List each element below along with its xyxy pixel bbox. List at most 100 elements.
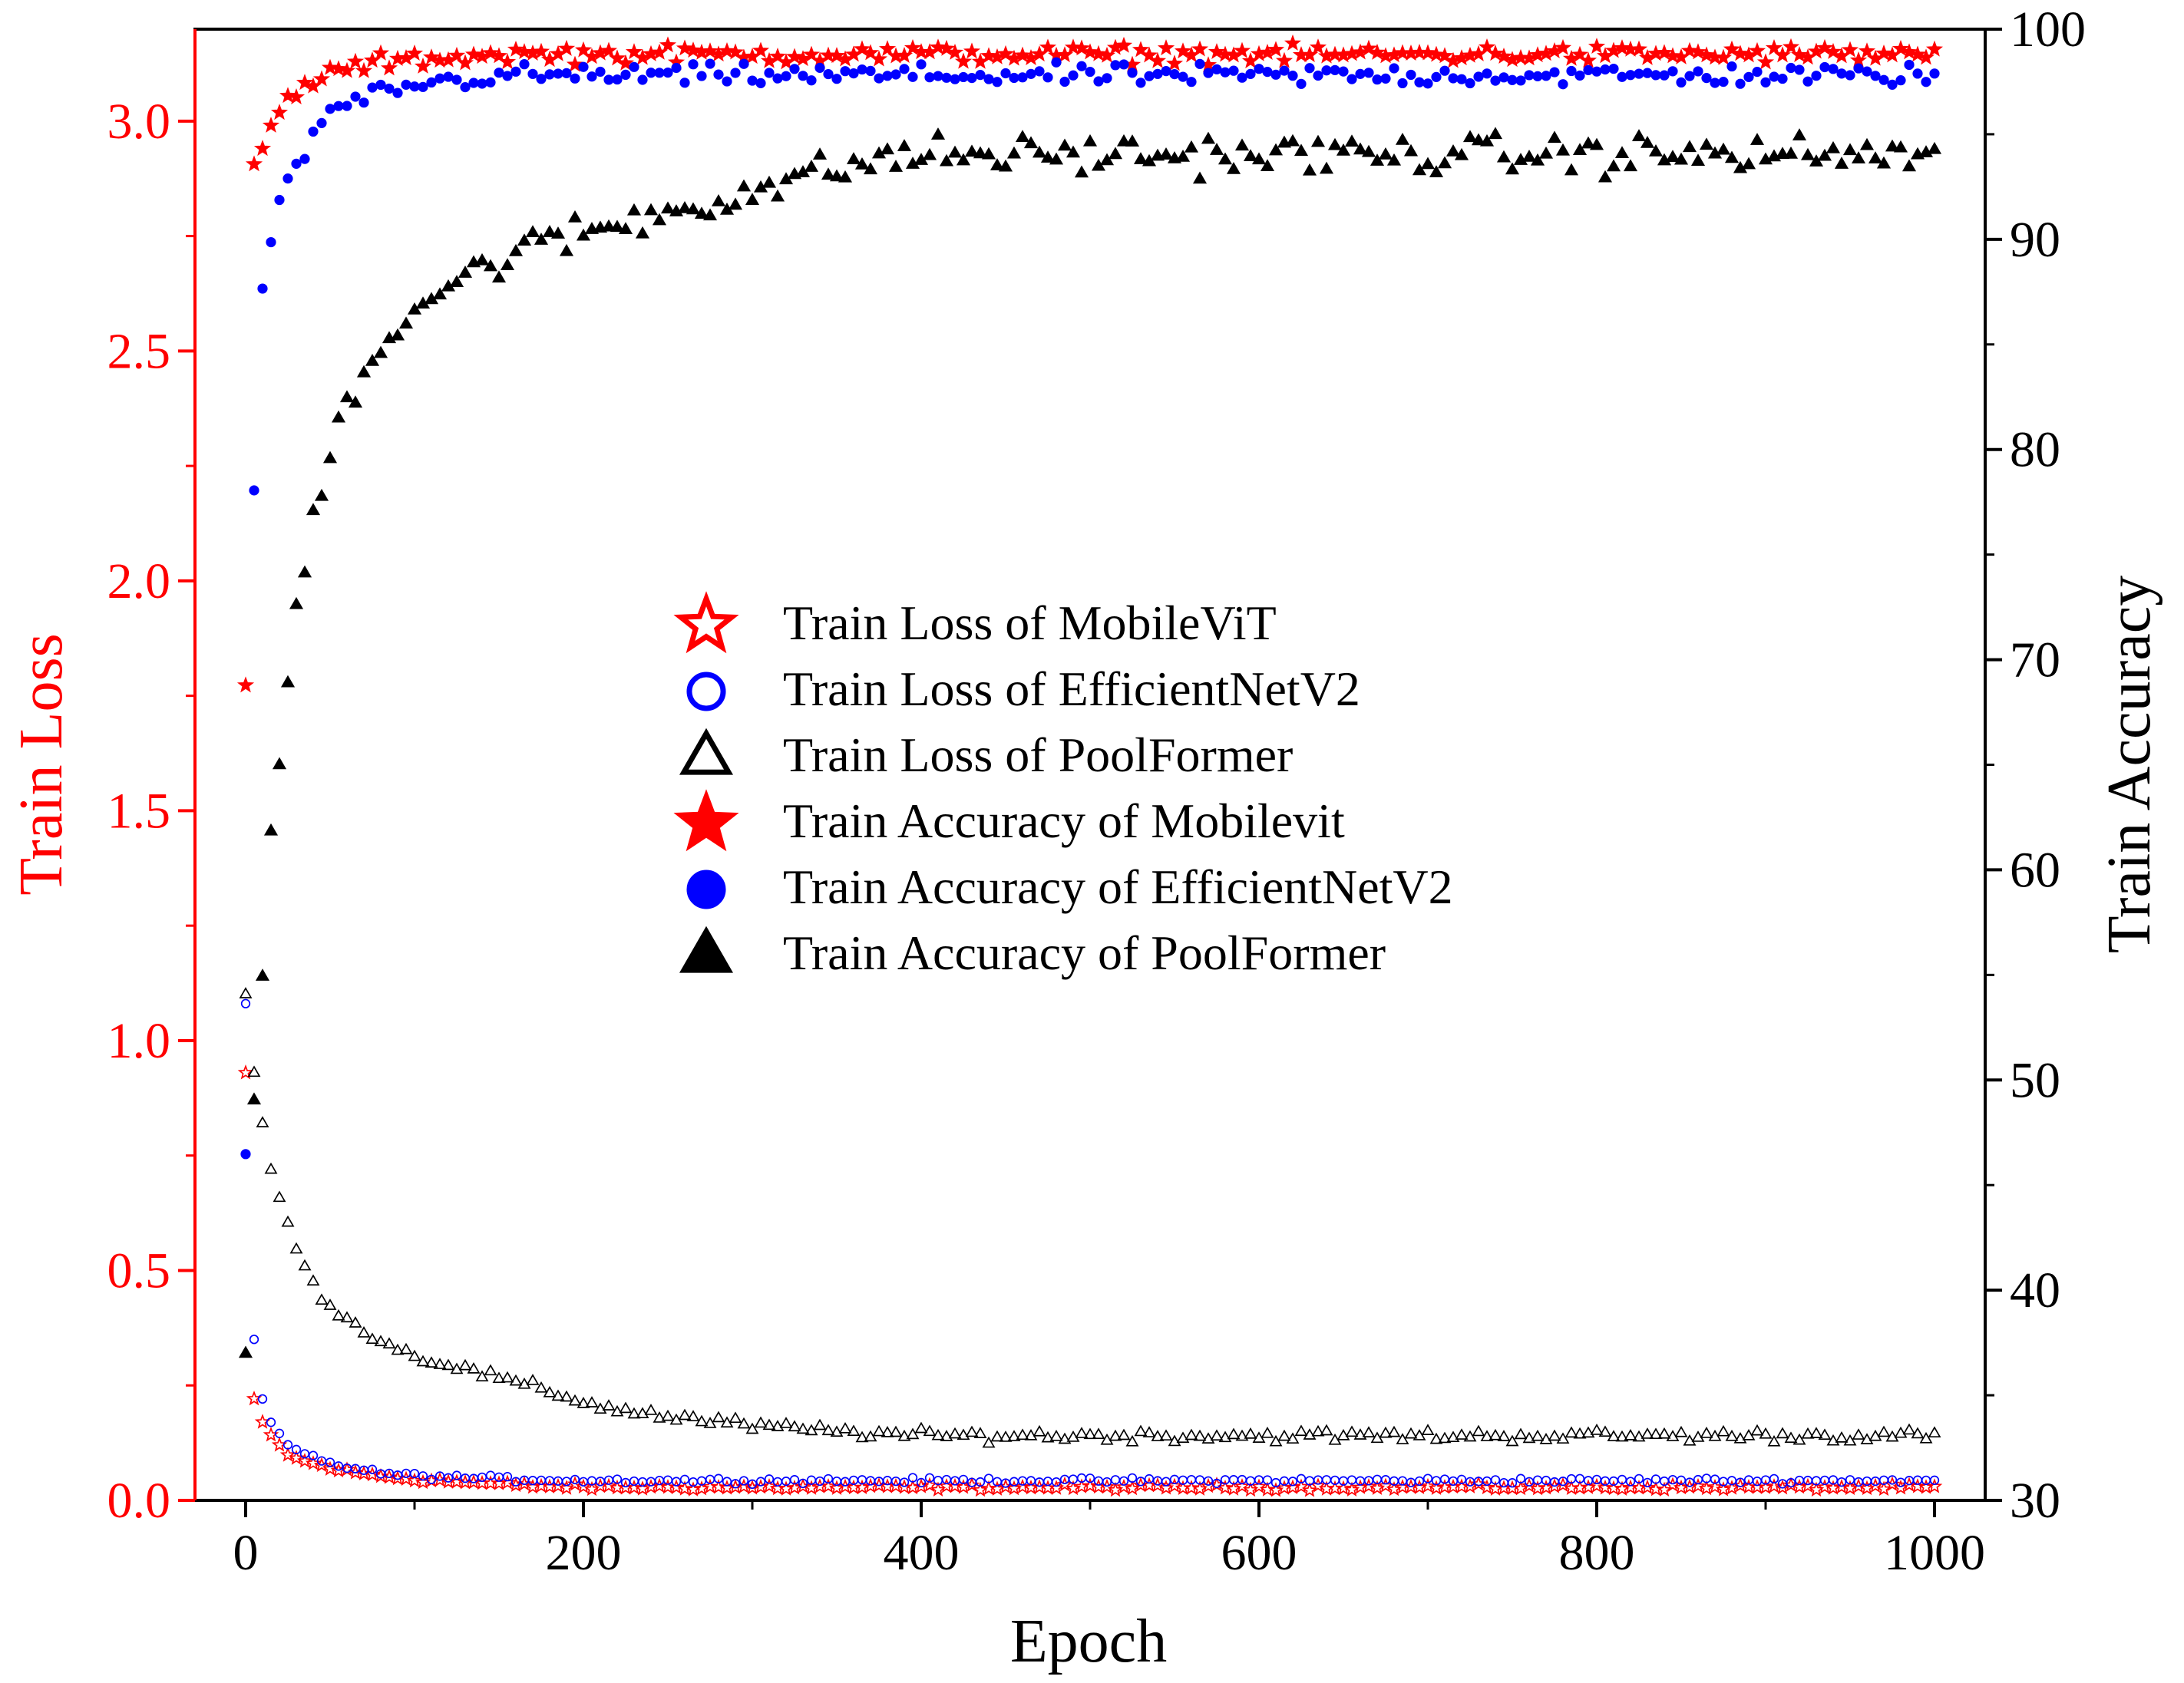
data-point bbox=[814, 1476, 825, 1487]
data-point bbox=[1816, 1479, 1833, 1494]
data-point bbox=[861, 44, 880, 61]
data-point bbox=[561, 1477, 572, 1487]
data-point bbox=[1659, 70, 1670, 81]
data-point bbox=[863, 162, 878, 175]
data-point bbox=[1074, 165, 1089, 178]
left-y-tick-label: 1.0 bbox=[107, 1013, 171, 1069]
data-point bbox=[729, 1411, 742, 1424]
data-point bbox=[806, 75, 817, 86]
data-point bbox=[1894, 1426, 1908, 1438]
data-point bbox=[643, 1479, 659, 1494]
data-point bbox=[1887, 79, 1898, 90]
data-point bbox=[1100, 1433, 1114, 1445]
data-point bbox=[1336, 144, 1351, 156]
data-point bbox=[982, 1436, 996, 1448]
data-point bbox=[1606, 159, 1621, 172]
data-point bbox=[1386, 153, 1402, 166]
data-point bbox=[1042, 72, 1053, 83]
data-point bbox=[1234, 1478, 1251, 1493]
data-point bbox=[1251, 1478, 1267, 1493]
data-point bbox=[1127, 1473, 1138, 1483]
data-point bbox=[608, 49, 626, 66]
data-point bbox=[1226, 162, 1241, 174]
data-point bbox=[882, 71, 893, 81]
data-point bbox=[490, 47, 508, 64]
data-point bbox=[508, 243, 524, 256]
data-point bbox=[297, 565, 312, 578]
data-point bbox=[676, 1480, 693, 1496]
data-point bbox=[1419, 44, 1437, 61]
data-point bbox=[762, 1418, 776, 1431]
data-point bbox=[460, 82, 471, 93]
data-point bbox=[1227, 1427, 1241, 1440]
data-point bbox=[1776, 1427, 1789, 1439]
data-point bbox=[916, 59, 927, 70]
data-point bbox=[906, 1427, 920, 1440]
data-point bbox=[1009, 72, 1019, 84]
data-point bbox=[1617, 1474, 1627, 1485]
data-point bbox=[1194, 58, 1205, 69]
data-point bbox=[247, 1065, 261, 1077]
data-point bbox=[1320, 1424, 1333, 1436]
data-point bbox=[238, 1345, 253, 1358]
data-point bbox=[660, 201, 676, 214]
data-point bbox=[492, 1371, 506, 1384]
data-point bbox=[1522, 1431, 1536, 1444]
data-point bbox=[1870, 71, 1881, 81]
left-y-tick-label: 2.0 bbox=[107, 553, 171, 609]
data-point bbox=[1828, 64, 1839, 74]
data-point bbox=[433, 1358, 447, 1369]
data-point bbox=[688, 59, 699, 70]
data-point bbox=[500, 258, 515, 270]
data-point bbox=[329, 60, 348, 77]
data-point bbox=[686, 202, 701, 215]
data-point bbox=[701, 42, 719, 59]
data-point bbox=[626, 1479, 643, 1495]
data-point bbox=[1218, 1431, 1232, 1443]
series-3 bbox=[236, 34, 1944, 693]
data-point bbox=[1059, 76, 1070, 87]
data-point bbox=[889, 1425, 903, 1437]
data-point bbox=[643, 203, 659, 216]
data-point bbox=[798, 1478, 808, 1489]
data-point bbox=[1912, 68, 1923, 79]
data-point bbox=[273, 1190, 286, 1203]
data-point bbox=[515, 43, 534, 59]
data-point bbox=[1419, 1477, 1436, 1493]
data-point bbox=[1650, 1474, 1661, 1484]
data-point bbox=[1505, 1434, 1519, 1447]
data-point bbox=[1790, 46, 1809, 62]
data-point bbox=[847, 1424, 861, 1437]
data-point bbox=[274, 194, 285, 206]
data-point bbox=[1099, 1478, 1115, 1494]
data-point bbox=[1802, 76, 1813, 87]
data-point bbox=[1927, 141, 1942, 154]
data-point bbox=[1895, 75, 1906, 86]
data-point bbox=[1600, 64, 1611, 75]
data-point bbox=[558, 1480, 575, 1495]
data-point bbox=[871, 1477, 887, 1493]
data-point bbox=[1183, 1480, 1200, 1495]
data-point bbox=[1531, 1429, 1545, 1441]
data-point bbox=[418, 1471, 428, 1481]
x-tick-label: 600 bbox=[1221, 1525, 1297, 1581]
data-point bbox=[1524, 70, 1535, 81]
data-point bbox=[802, 45, 821, 62]
data-point bbox=[1186, 77, 1197, 87]
data-point bbox=[451, 74, 462, 85]
data-point bbox=[1887, 1475, 1898, 1485]
data-point bbox=[1462, 130, 1478, 143]
data-point bbox=[1116, 134, 1132, 147]
data-point bbox=[1667, 66, 1678, 77]
data-point bbox=[1515, 75, 1526, 86]
data-point bbox=[854, 157, 870, 170]
data-point bbox=[685, 1481, 702, 1497]
data-point bbox=[432, 287, 448, 300]
data-point bbox=[570, 1474, 580, 1485]
data-point bbox=[1834, 157, 1849, 169]
data-point bbox=[1691, 1431, 1705, 1442]
data-point bbox=[553, 68, 563, 79]
data-point bbox=[1192, 171, 1208, 184]
data-point bbox=[1471, 133, 1486, 146]
data-point bbox=[1142, 1426, 1156, 1437]
